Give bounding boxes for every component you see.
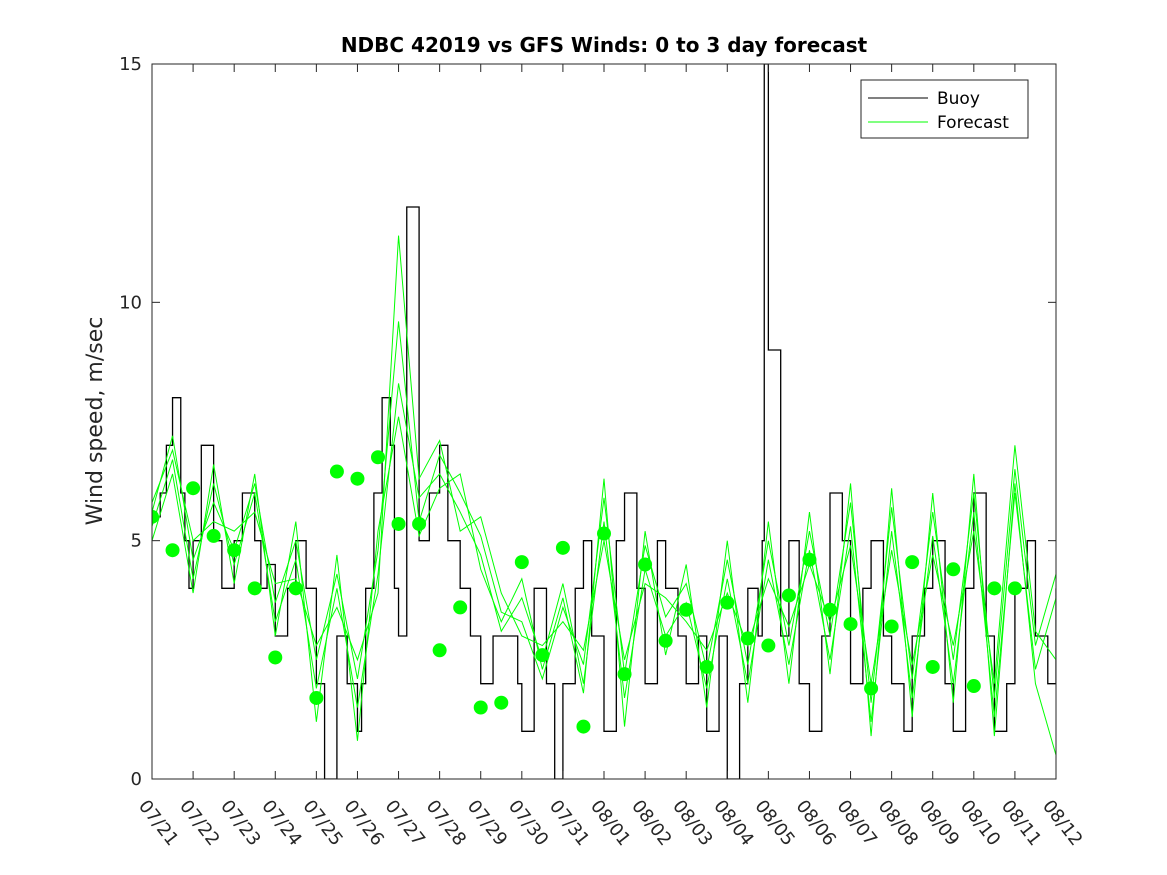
forecast-marker: [391, 516, 406, 531]
forecast-marker: [514, 555, 529, 570]
forecast-marker: [802, 552, 817, 567]
legend-buoy-label: Buoy: [937, 89, 980, 109]
y-tick-label: 10: [119, 292, 142, 313]
forecast-series-line: [152, 321, 1056, 703]
forecast-marker: [658, 633, 673, 648]
forecast-marker: [309, 690, 324, 705]
forecast-marker: [617, 667, 632, 682]
forecast-marker: [473, 700, 488, 715]
forecast-marker: [843, 617, 858, 632]
forecast-marker: [864, 681, 879, 696]
forecast-marker: [329, 464, 344, 479]
buoy-series-line: [152, 64, 1056, 779]
plot-area: [152, 64, 1056, 779]
forecast-marker: [412, 516, 427, 531]
y-tick-label: 5: [131, 531, 142, 552]
forecast-marker: [453, 600, 468, 615]
forecast-marker: [152, 509, 159, 524]
forecast-marker: [987, 581, 1002, 596]
y-axis-ticks: 0 5 10 15: [119, 54, 1056, 790]
forecast-marker: [535, 648, 550, 663]
forecast-marker: [371, 450, 385, 465]
legend: Buoy Forecast: [860, 79, 1029, 139]
forecast-marker: [925, 659, 940, 674]
forecast-marker: [720, 595, 735, 610]
forecast-marker: [165, 543, 180, 558]
forecast-marker: [186, 481, 201, 496]
forecast-marker: [432, 643, 447, 658]
forecast-marker: [699, 659, 714, 674]
y-tick-label: 15: [119, 54, 142, 75]
forecast-marker: [823, 602, 837, 617]
forecast-marker: [1007, 581, 1022, 596]
forecast-marker: [247, 581, 262, 596]
forecast-marker: [555, 540, 570, 555]
forecast-marker: [966, 679, 981, 694]
forecast-marker: [679, 602, 694, 617]
forecast-marker: [781, 588, 796, 603]
forecast-marker: [946, 562, 961, 577]
forecast-marker: [494, 695, 509, 710]
forecast-marker: [761, 638, 776, 653]
y-tick-label: 0: [131, 769, 142, 790]
forecast-marker: [905, 555, 920, 570]
forecast-marker: [206, 528, 221, 543]
forecast-marker: [638, 557, 653, 572]
forecast-series-layer: [152, 235, 1056, 756]
legend-forecast-label: Forecast: [937, 113, 1009, 133]
forecast-marker: [576, 719, 591, 734]
forecast-marker: [268, 650, 283, 665]
forecast-marker: [597, 526, 611, 541]
forecast-marker: [350, 471, 365, 486]
forecast-marker: [288, 581, 303, 596]
forecast-marker: [740, 631, 755, 646]
forecast-marker-layer: [152, 450, 1022, 734]
legend-box: [860, 79, 1029, 139]
forecast-series-line: [152, 235, 1056, 684]
chart-title: NDBC 42019 vs GFS Winds: 0 to 3 day fore…: [341, 33, 868, 57]
forecast-marker: [227, 543, 242, 558]
y-axis-label: Wind speed, m/sec: [83, 317, 108, 526]
forecast-marker: [884, 619, 899, 634]
buoy-series-layer: [152, 64, 1056, 779]
